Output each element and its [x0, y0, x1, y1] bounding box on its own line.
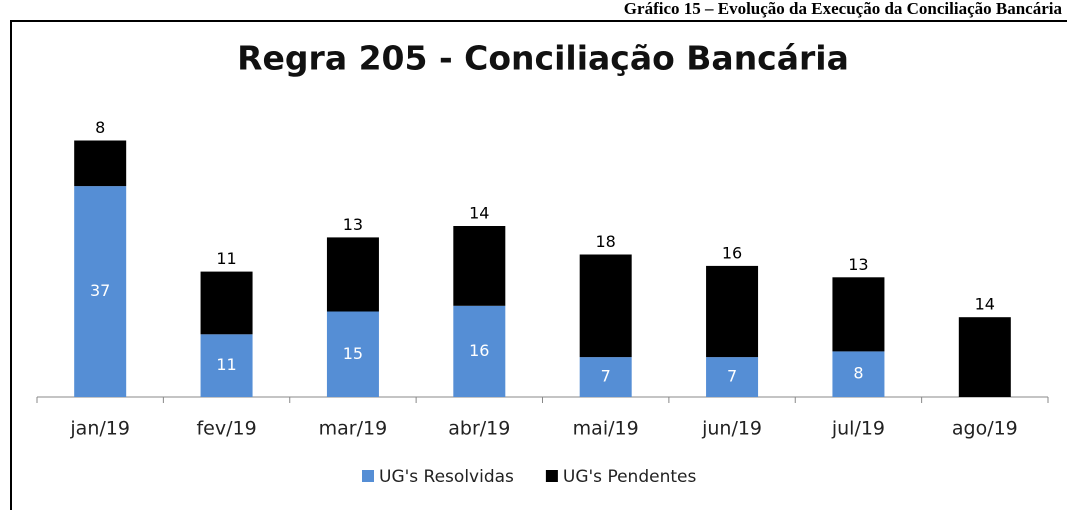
bar-segment: [453, 305, 506, 397]
x-tick-label: jul/19: [831, 418, 885, 440]
bar-segment: [579, 357, 632, 397]
bar-segment: [74, 186, 127, 397]
data-label: 13: [848, 255, 868, 274]
data-label: 37: [90, 281, 110, 300]
x-tick-label: abr/19: [448, 418, 510, 440]
caption: Gráfico 15 – Evolução da Execução da Con…: [624, 0, 1063, 18]
legend-swatch: [545, 470, 558, 482]
data-label: 16: [469, 341, 489, 360]
bar-segment: [326, 311, 379, 397]
data-label: 8: [853, 364, 863, 383]
bar-segment: [832, 277, 885, 352]
data-label: 13: [343, 215, 363, 234]
legend-label: UG's Pendentes: [563, 467, 697, 487]
data-label: 16: [722, 243, 742, 262]
bar-segment: [326, 237, 379, 312]
data-label: 14: [975, 295, 995, 314]
x-tick-label: ago/19: [952, 418, 1018, 440]
data-label: 8: [95, 118, 105, 137]
bar-segment: [200, 334, 253, 397]
data-label: 15: [343, 344, 363, 363]
data-label: 11: [216, 249, 236, 268]
bar-segment: [579, 254, 632, 358]
data-label: 7: [727, 367, 737, 386]
bar-segment: [200, 271, 253, 335]
data-label: 11: [216, 355, 236, 374]
x-tick-label: fev/19: [196, 418, 256, 440]
bar-segment: [706, 357, 759, 397]
legend-label: UG's Resolvidas: [379, 467, 514, 487]
legend-swatch: [362, 470, 374, 482]
x-tick-label: jun/19: [701, 418, 762, 440]
chart-frame: [10, 20, 1067, 510]
data-label: 7: [601, 367, 611, 386]
data-label: 14: [469, 204, 489, 223]
data-label: 18: [596, 232, 616, 251]
bar-segment: [706, 265, 759, 358]
x-tick-label: jan/19: [69, 418, 130, 440]
chart-title: Regra 205 - Conciliação Bancária: [237, 39, 849, 78]
bar-segment: [453, 226, 506, 306]
bar-segment: [958, 317, 1011, 397]
bar-segment: [74, 140, 127, 187]
x-tick-label: mar/19: [319, 418, 388, 440]
x-tick-label: mai/19: [573, 418, 639, 440]
bar-segment: [832, 351, 885, 397]
